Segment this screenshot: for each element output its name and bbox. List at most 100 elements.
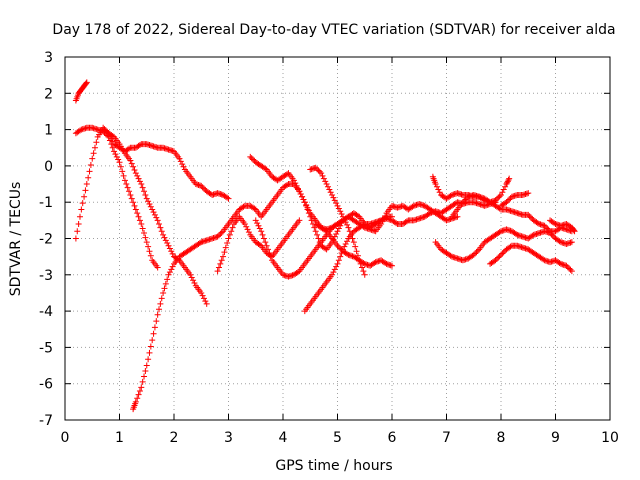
data-point: [139, 184, 146, 191]
data-point: [393, 220, 400, 227]
data-point: [480, 196, 487, 203]
data-point: [346, 228, 353, 235]
data-point: [247, 153, 254, 160]
data-point: [202, 298, 209, 305]
y-tick-label: -6: [39, 377, 53, 393]
data-point: [433, 183, 440, 190]
data-point: [344, 221, 351, 228]
data-point: [255, 222, 262, 229]
data-point: [165, 271, 172, 278]
data-point: [570, 227, 577, 234]
data-point: [243, 223, 250, 230]
data-point: [496, 205, 503, 212]
data-point: [425, 210, 432, 217]
data-point: [76, 127, 83, 134]
data-point: [312, 228, 319, 235]
data-point: [82, 187, 89, 194]
data-point: [75, 220, 82, 227]
data-point: [190, 277, 197, 284]
data-point: [132, 170, 139, 177]
data-point: [150, 330, 157, 337]
data-point: [512, 230, 519, 237]
data-point: [568, 268, 575, 275]
x-tick-label: 7: [442, 430, 451, 446]
data-point: [472, 250, 479, 257]
data-point: [344, 250, 351, 257]
data-point: [169, 263, 176, 270]
data-point: [322, 178, 329, 185]
data-point: [240, 203, 247, 210]
data-point: [106, 137, 113, 144]
series-arc13: [432, 226, 575, 264]
data-point: [143, 239, 150, 246]
data-point: [143, 195, 150, 202]
data-point: [322, 227, 329, 234]
data-point: [127, 191, 134, 198]
data-point: [196, 240, 203, 247]
series-arc3: [72, 124, 161, 271]
data-point: [547, 230, 554, 237]
data-point: [305, 207, 312, 214]
data-point: [141, 230, 148, 237]
data-point: [345, 224, 352, 231]
data-point: [218, 229, 225, 236]
data-point: [138, 384, 145, 391]
data-point: [162, 280, 169, 287]
data-point: [454, 213, 461, 220]
data-point: [228, 228, 235, 235]
data-point: [146, 349, 153, 356]
data-point: [225, 235, 232, 242]
data-point: [348, 231, 355, 238]
y-tick-label: 0: [44, 159, 53, 175]
chart-title: Day 178 of 2022, Sidereal Day-to-day VTE…: [52, 22, 615, 38]
data-point: [324, 183, 331, 190]
data-point: [147, 252, 154, 259]
data-point: [568, 239, 575, 246]
data-point: [447, 252, 454, 259]
y-tick-label: 2: [44, 86, 53, 102]
data-point: [339, 213, 346, 220]
data-point: [503, 181, 510, 188]
data-point: [360, 268, 367, 275]
data-point: [495, 194, 502, 201]
data-point: [474, 247, 481, 254]
data-point: [315, 167, 322, 174]
series-arc15: [487, 242, 575, 275]
data-point: [566, 265, 573, 272]
data-point: [294, 269, 301, 276]
data-point: [470, 251, 477, 258]
data-point: [153, 318, 160, 325]
data-point: [540, 256, 547, 263]
data-point: [329, 191, 336, 198]
series-arc16: [498, 190, 532, 209]
data-point: [333, 230, 340, 237]
data-point: [120, 172, 127, 179]
data-point: [316, 168, 323, 175]
data-point: [225, 195, 232, 202]
data-point: [349, 235, 356, 242]
data-point: [139, 225, 146, 232]
data-point: [314, 231, 321, 238]
data-point: [161, 285, 168, 292]
data-point: [121, 177, 128, 184]
data-point: [162, 237, 169, 244]
x-tick-label: 10: [601, 430, 619, 446]
data-point: [462, 196, 469, 203]
data-point: [136, 217, 143, 224]
data-point: [109, 144, 116, 151]
data-point: [323, 181, 330, 188]
data-point: [188, 274, 195, 281]
data-point: [541, 222, 548, 229]
data-point: [113, 153, 120, 160]
data-point: [333, 200, 340, 207]
data-point: [218, 257, 225, 264]
data-point: [81, 193, 88, 200]
data-point: [168, 266, 175, 273]
data-point: [123, 181, 130, 188]
data-point: [150, 209, 157, 216]
data-point: [89, 155, 96, 162]
data-point: [168, 248, 175, 255]
data-point: [134, 210, 141, 217]
x-axis-label: GPS time / hours: [275, 458, 392, 474]
data-point: [128, 160, 135, 167]
